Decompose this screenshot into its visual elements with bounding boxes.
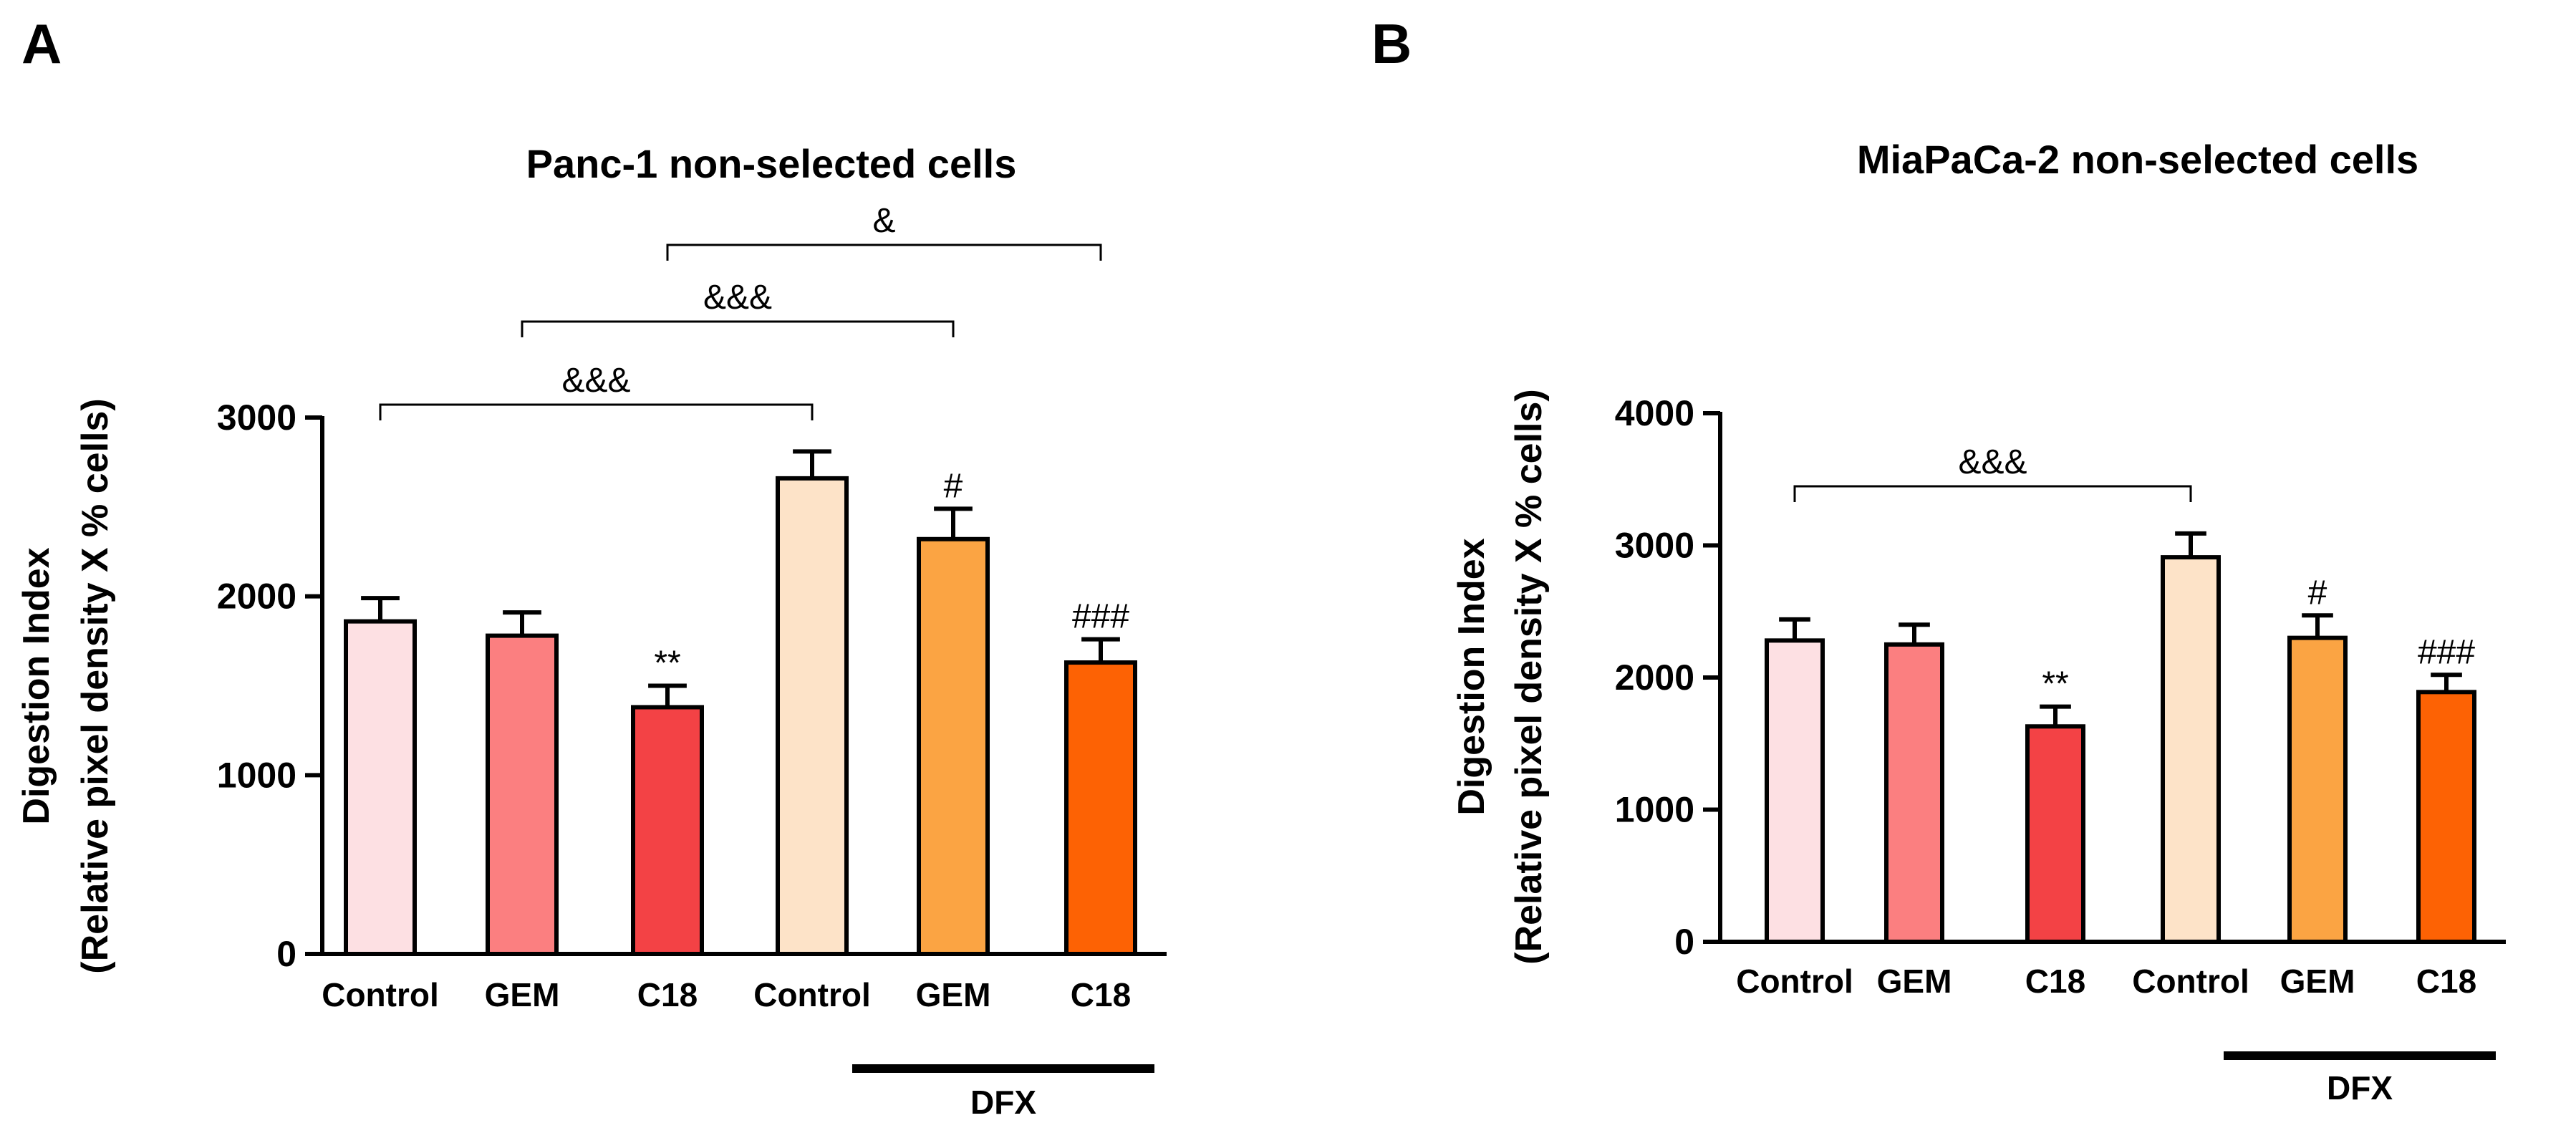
category-label: GEM (485, 976, 560, 1013)
bar (917, 536, 990, 956)
bar (2025, 724, 2085, 944)
bar (2161, 555, 2221, 944)
bracket-label: & (872, 202, 895, 240)
significance-label: ** (2042, 665, 2068, 703)
panel-letter: A (21, 12, 62, 75)
category-label: Control (322, 976, 439, 1013)
category-label: GEM (916, 976, 991, 1013)
category-label: C18 (637, 976, 698, 1013)
bar (1765, 638, 1825, 945)
panel-a: A Panc-1 non-selected cells Digestion Inde… (16, 12, 1167, 1121)
category-label: Control (753, 976, 871, 1013)
y-axis-label: Digestion Index (16, 547, 57, 824)
significance-label: ### (1072, 598, 1129, 636)
chart-title: Panc-1 non-selected cells (526, 141, 1017, 186)
y-tick-label: 1000 (217, 755, 296, 795)
category-label: C18 (2416, 963, 2476, 1000)
comparison-bracket (1793, 485, 2192, 502)
bar (1884, 642, 1944, 944)
y-tick-label: 1000 (1615, 790, 1694, 830)
bracket-label: &&& (561, 362, 630, 400)
category-label: Control (2132, 963, 2249, 1000)
category-label: Control (1736, 963, 1853, 1000)
bar (2416, 690, 2476, 944)
bar (344, 619, 417, 956)
significance-label: # (2308, 574, 2327, 612)
bar (776, 476, 849, 956)
significance-label: # (944, 467, 963, 505)
group-label: DFX (2327, 1069, 2393, 1107)
category-label: GEM (2280, 963, 2355, 1000)
y-tick-label: 0 (276, 934, 296, 974)
panel-b: B MiaPaCa-2 non-selected cells Digestion I… (1371, 12, 2506, 1107)
y-tick-label: 0 (1674, 922, 1694, 962)
comparison-bracket (666, 244, 1102, 261)
chart-title: MiaPaCa-2 non-selected cells (1857, 137, 2418, 182)
y-axis-label: (Relative pixel density X % cells) (74, 398, 116, 973)
group-label: DFX (970, 1084, 1036, 1121)
bar (631, 705, 704, 957)
bracket-label: &&& (703, 279, 772, 317)
y-tick-label: 2000 (217, 577, 296, 617)
y-tick-label: 4000 (1615, 393, 1694, 433)
y-tick-label: 3000 (217, 397, 296, 438)
y-axis-label: Digestion Index (1451, 538, 1492, 815)
category-label: C18 (2025, 963, 2085, 1000)
bar (1064, 660, 1137, 956)
bar (486, 633, 559, 956)
comparison-bracket (379, 403, 814, 420)
significance-label: ** (654, 645, 680, 683)
y-tick-label: 3000 (1615, 526, 1694, 566)
panel-letter: B (1371, 12, 1412, 75)
bracket-label: &&& (1958, 443, 2027, 481)
category-label: GEM (1877, 963, 1952, 1000)
category-label: C18 (1071, 976, 1131, 1013)
bar (2287, 635, 2348, 945)
y-axis-label: (Relative pixel density X % cells) (1508, 389, 1550, 964)
significance-label: ### (2418, 633, 2475, 671)
y-tick-label: 2000 (1615, 657, 1694, 698)
comparison-bracket (521, 320, 955, 337)
